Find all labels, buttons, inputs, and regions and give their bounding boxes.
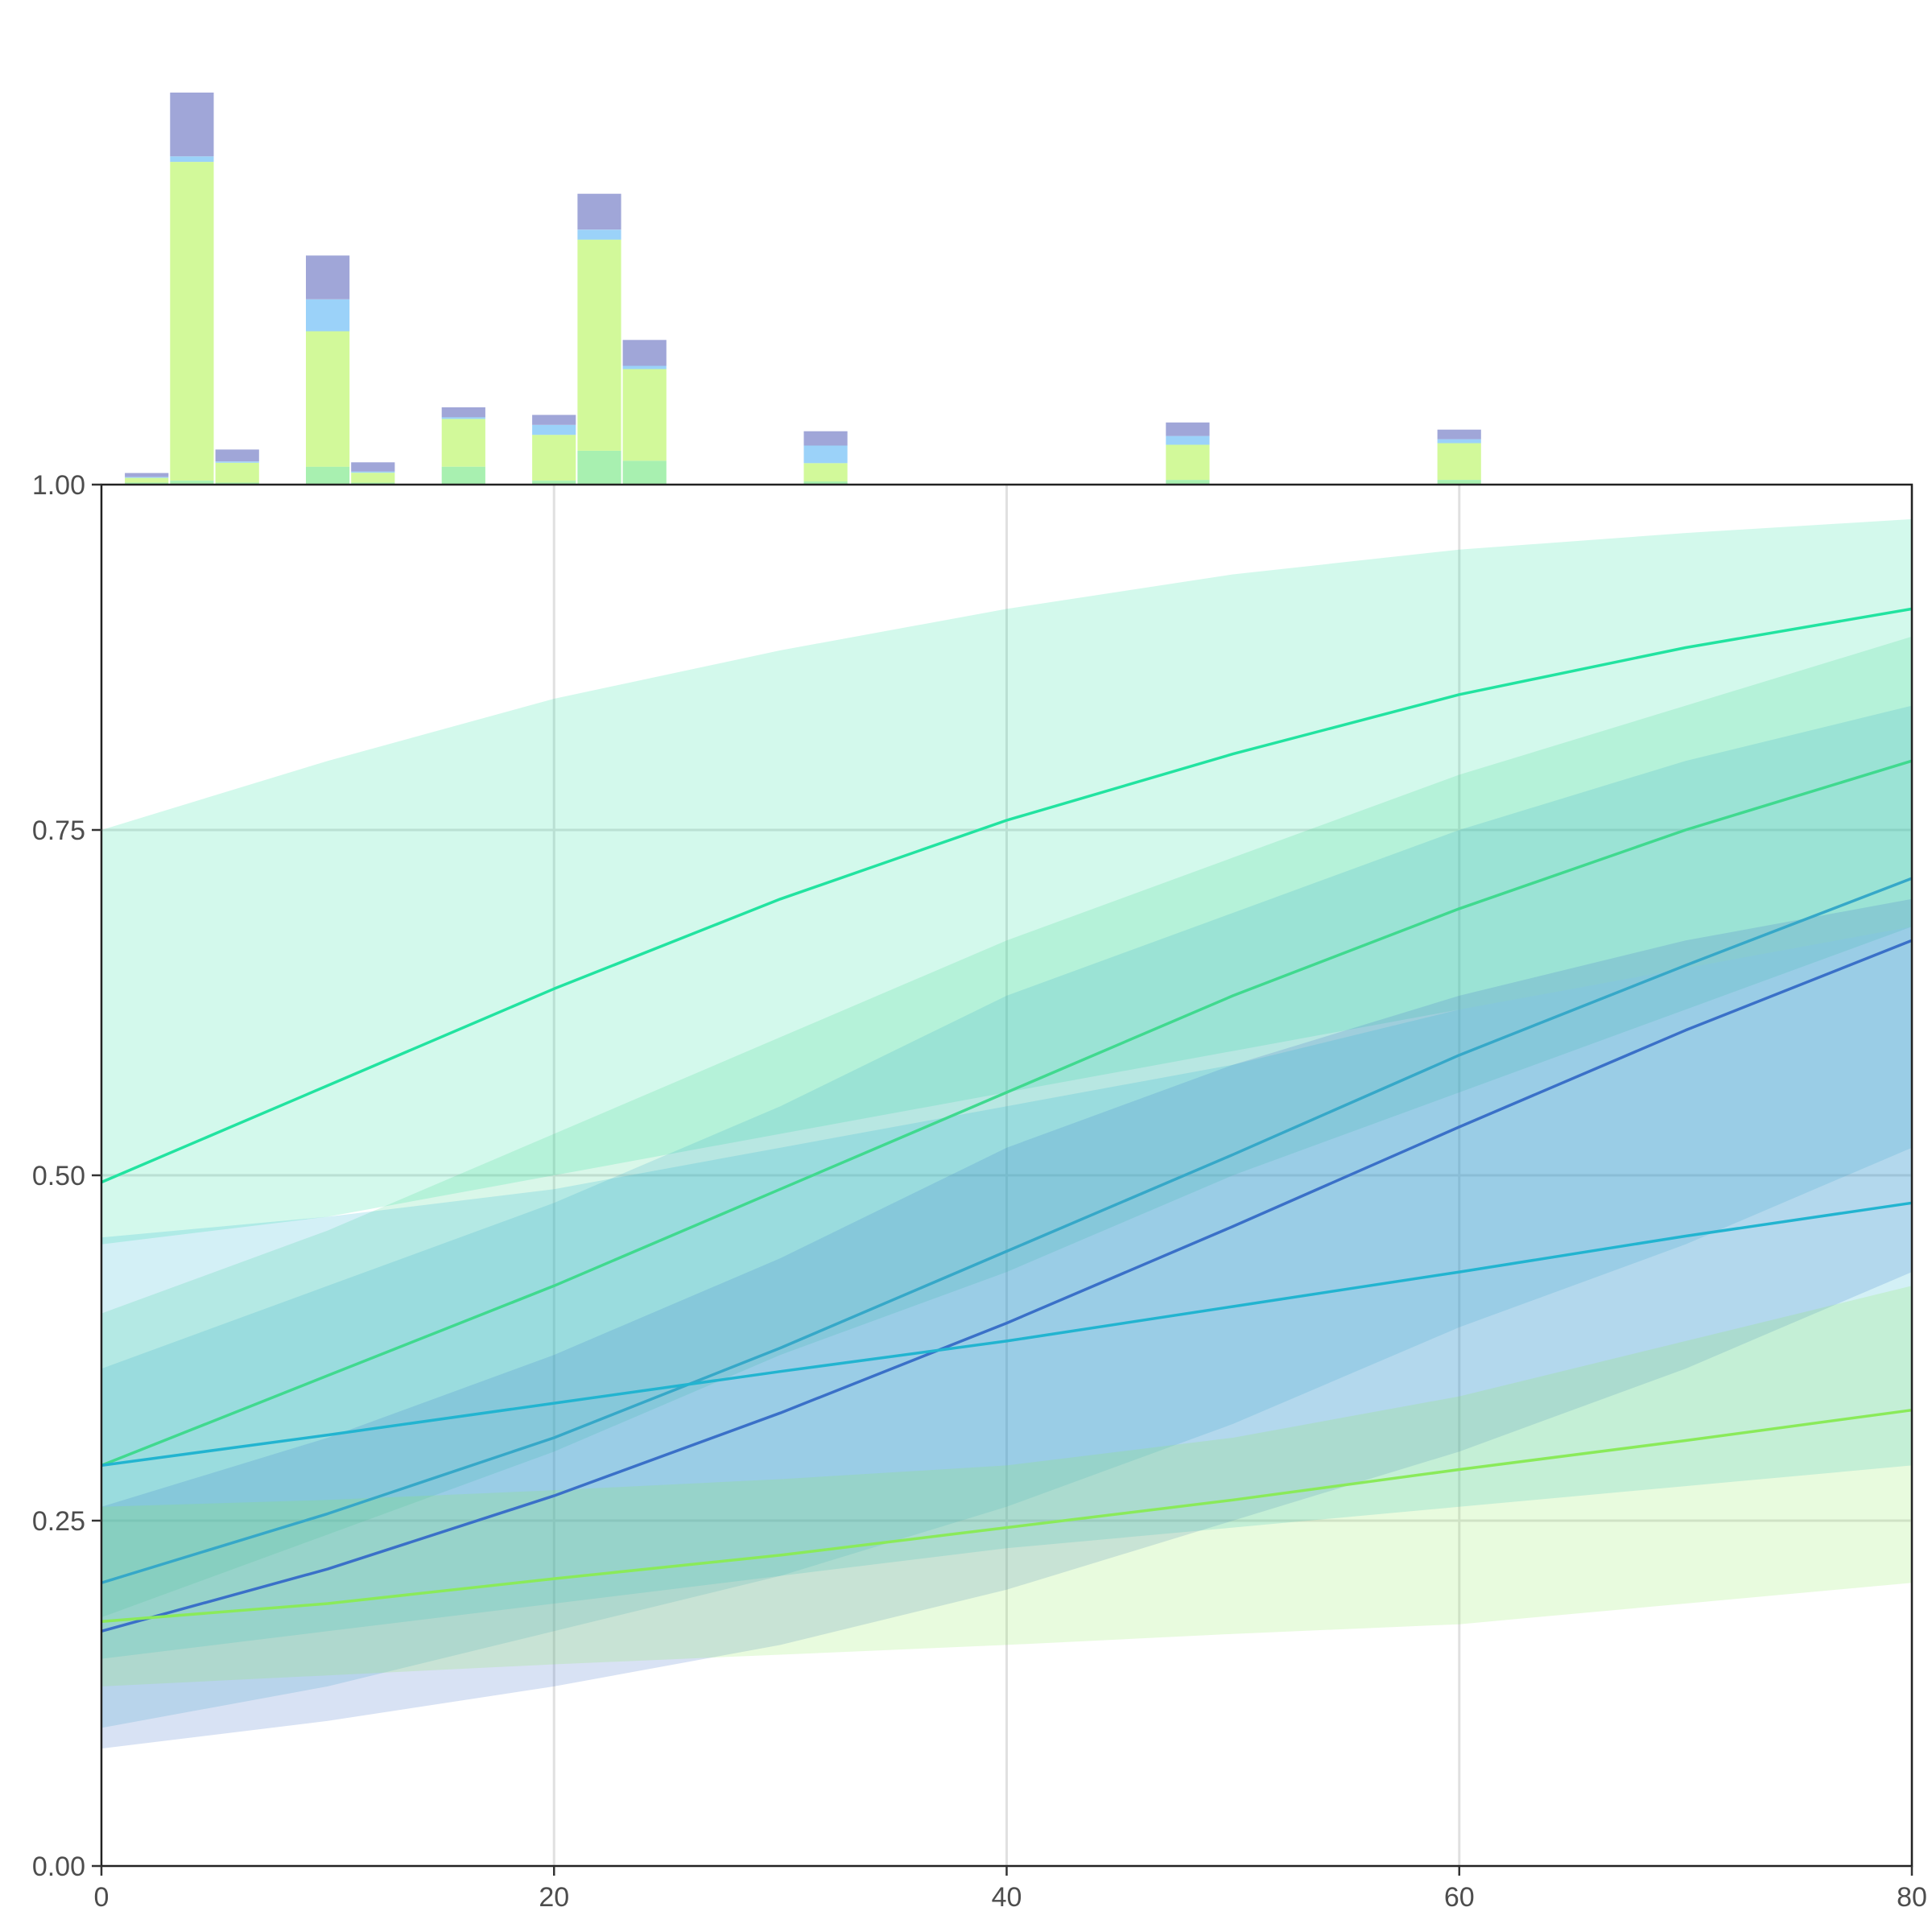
confidence-bands <box>101 518 1912 1749</box>
histogram-bar <box>622 365 667 369</box>
series-line-5 <box>101 1201 1913 1468</box>
series-line-4 <box>101 939 1913 1633</box>
histogram-bar <box>306 331 350 467</box>
x-tick-label: 60 <box>1444 1882 1475 1913</box>
histogram-bar <box>1166 436 1210 445</box>
histogram-bar <box>532 435 576 481</box>
histogram-bar <box>803 463 848 482</box>
histogram-bar <box>170 162 214 481</box>
histogram-bar <box>622 460 667 485</box>
histogram-bar <box>125 477 169 483</box>
histogram-bar <box>1437 439 1481 444</box>
histogram-bar <box>1437 443 1481 480</box>
histogram-bar <box>1166 444 1210 481</box>
histogram-bar <box>170 481 214 485</box>
series-line-6 <box>101 1408 1913 1624</box>
histogram-bar <box>577 239 621 451</box>
histogram-bar <box>170 156 214 163</box>
y-tick-label: 0.75 <box>32 815 85 846</box>
y-tick-label: 0.00 <box>32 1852 85 1882</box>
histogram-bar <box>577 450 621 485</box>
histogram-bar <box>306 466 350 485</box>
histogram-bar <box>1437 429 1481 440</box>
series-line-2 <box>101 759 1913 1468</box>
histogram-bar <box>532 424 576 436</box>
histogram-bar <box>577 229 621 240</box>
series-lines <box>101 607 1913 1633</box>
y-tick-label: 0.50 <box>32 1161 85 1191</box>
histogram-bar <box>532 481 576 485</box>
histogram-bar <box>622 340 667 366</box>
histogram-bar <box>170 93 214 157</box>
histogram-bar <box>1166 422 1210 436</box>
histogram-bar <box>803 481 848 485</box>
histogram-bar <box>532 415 576 425</box>
histogram-bar <box>351 471 395 473</box>
histogram-bar <box>306 255 350 299</box>
histogram-bar <box>577 193 621 230</box>
histogram-bar <box>215 461 259 463</box>
y-tick-label: 0.25 <box>32 1506 85 1537</box>
confidence-band-1 <box>101 518 1912 1245</box>
histogram-bar <box>1437 480 1481 485</box>
histogram-bar <box>215 462 259 483</box>
confidence-band-2 <box>101 636 1912 1618</box>
x-tick-label: 80 <box>1897 1882 1927 1913</box>
histogram-bar <box>441 417 485 419</box>
confidence-band-6 <box>101 1286 1912 1686</box>
histogram-bar <box>215 449 259 462</box>
histogram-bar <box>351 462 395 472</box>
histogram-bar <box>125 473 169 477</box>
axes: 0 20 40 60 80 0.00 0.25 0.50 0.75 1.00 <box>32 470 1927 1913</box>
histogram-bar <box>441 466 485 485</box>
x-tick-label: 20 <box>539 1882 569 1913</box>
histogram-bar <box>351 473 395 483</box>
histogram-bar <box>441 419 485 467</box>
marginal-histogram <box>125 93 1481 485</box>
confidence-band-3 <box>101 705 1912 1728</box>
histogram-bar <box>125 477 169 478</box>
histogram-bar <box>1166 480 1210 485</box>
histogram-bar <box>803 445 848 464</box>
series-line-3 <box>101 877 1913 1584</box>
histogram-bar <box>441 407 485 418</box>
histogram-bar <box>803 431 848 446</box>
x-tick-label: 40 <box>992 1882 1022 1913</box>
x-tick-label: 0 <box>94 1882 109 1913</box>
histogram-bar <box>306 299 350 332</box>
confidence-band-5 <box>101 927 1912 1659</box>
y-tick-label: 1.00 <box>32 470 85 501</box>
histogram-bar <box>622 369 667 461</box>
series-line-1 <box>101 607 1913 1184</box>
